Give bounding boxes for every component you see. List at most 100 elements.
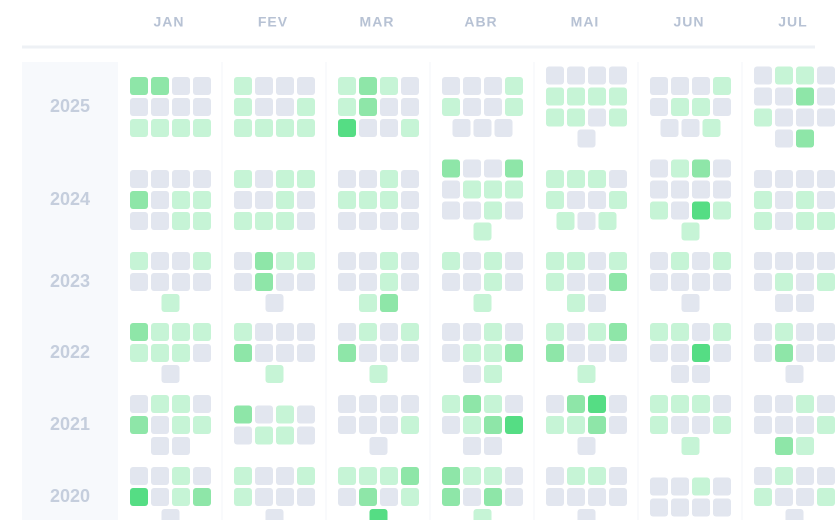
day-cell <box>130 77 148 95</box>
day-cell <box>359 488 377 506</box>
day-cell <box>796 108 814 127</box>
day-cell <box>796 416 814 434</box>
day-cell <box>713 498 731 517</box>
day-cell <box>442 180 460 199</box>
day-cell <box>671 180 689 199</box>
day-cell <box>359 119 377 137</box>
day-cell <box>359 294 377 312</box>
day-cell <box>130 467 148 485</box>
day-cell <box>556 212 575 230</box>
day-cell <box>359 273 377 291</box>
day-cell <box>505 252 523 270</box>
day-cell <box>193 273 211 291</box>
day-cell <box>380 488 398 506</box>
day-cell <box>650 180 668 199</box>
day-cell <box>775 294 793 312</box>
day-cell <box>650 252 668 270</box>
day-cell <box>692 498 710 517</box>
day-cell <box>172 467 190 485</box>
day-cell <box>359 191 377 209</box>
day-cell <box>193 395 211 413</box>
day-cell <box>588 87 606 106</box>
day-cell <box>671 477 689 496</box>
day-cell <box>796 212 814 230</box>
day-cell <box>369 509 388 520</box>
day-cell <box>369 365 388 383</box>
day-cell <box>588 66 606 85</box>
month-label: MAI <box>571 14 600 30</box>
day-cell <box>546 191 564 209</box>
day-cell <box>713 416 731 434</box>
day-cell <box>692 98 710 116</box>
day-cell <box>369 437 388 455</box>
day-cell <box>193 323 211 341</box>
day-cell <box>754 467 772 485</box>
day-cell <box>151 212 169 230</box>
day-cell <box>161 365 180 383</box>
day-cell <box>193 344 211 362</box>
day-cell <box>775 416 793 434</box>
day-cell <box>151 437 169 455</box>
day-cell <box>193 252 211 270</box>
day-cell <box>754 212 772 230</box>
day-cell <box>692 416 710 434</box>
day-cell <box>577 365 596 383</box>
day-cell <box>484 344 502 362</box>
year-label: 2020 <box>50 486 90 506</box>
day-cell <box>338 273 356 291</box>
day-cell <box>671 159 689 178</box>
day-cell <box>796 294 814 312</box>
day-cell <box>484 488 502 506</box>
day-cell <box>359 323 377 341</box>
day-cell <box>775 273 793 291</box>
day-cell <box>297 212 315 230</box>
day-cell <box>546 344 564 362</box>
day-cell <box>401 395 419 413</box>
day-cell <box>276 191 294 209</box>
day-cell <box>671 344 689 362</box>
day-cell <box>255 212 273 230</box>
day-cell <box>650 201 668 220</box>
day-cell <box>338 252 356 270</box>
day-cell <box>671 201 689 220</box>
day-cell <box>193 170 211 188</box>
day-cell <box>130 416 148 434</box>
day-cell <box>401 488 419 506</box>
day-cell <box>380 77 398 95</box>
day-cell <box>463 159 481 178</box>
day-cell <box>359 170 377 188</box>
day-cell <box>172 437 190 455</box>
day-cell <box>588 323 606 341</box>
day-cell <box>255 191 273 209</box>
day-cell <box>671 395 689 413</box>
day-cell <box>505 180 523 199</box>
day-cell <box>785 365 804 383</box>
day-cell <box>546 467 564 485</box>
day-cell <box>234 170 252 188</box>
day-cell <box>588 108 606 127</box>
day-cell <box>567 467 585 485</box>
day-cell <box>775 344 793 362</box>
day-cell <box>442 344 460 362</box>
day-cell <box>796 273 814 291</box>
day-cell <box>775 323 793 341</box>
day-cell <box>567 416 585 434</box>
day-cell <box>463 365 481 383</box>
day-cell <box>338 416 356 434</box>
day-cell <box>172 273 190 291</box>
day-cell <box>505 344 523 362</box>
day-cell <box>567 273 585 291</box>
day-cell <box>484 159 502 178</box>
day-cell <box>609 488 627 506</box>
day-cell <box>255 488 273 506</box>
day-cell <box>297 98 315 116</box>
day-cell <box>567 191 585 209</box>
day-cell <box>473 294 492 312</box>
day-cell <box>609 191 627 209</box>
day-cell <box>255 252 273 270</box>
day-cell <box>650 395 668 413</box>
day-cell <box>567 87 585 106</box>
day-cell <box>338 98 356 116</box>
day-cell <box>193 191 211 209</box>
day-cell <box>463 77 481 95</box>
